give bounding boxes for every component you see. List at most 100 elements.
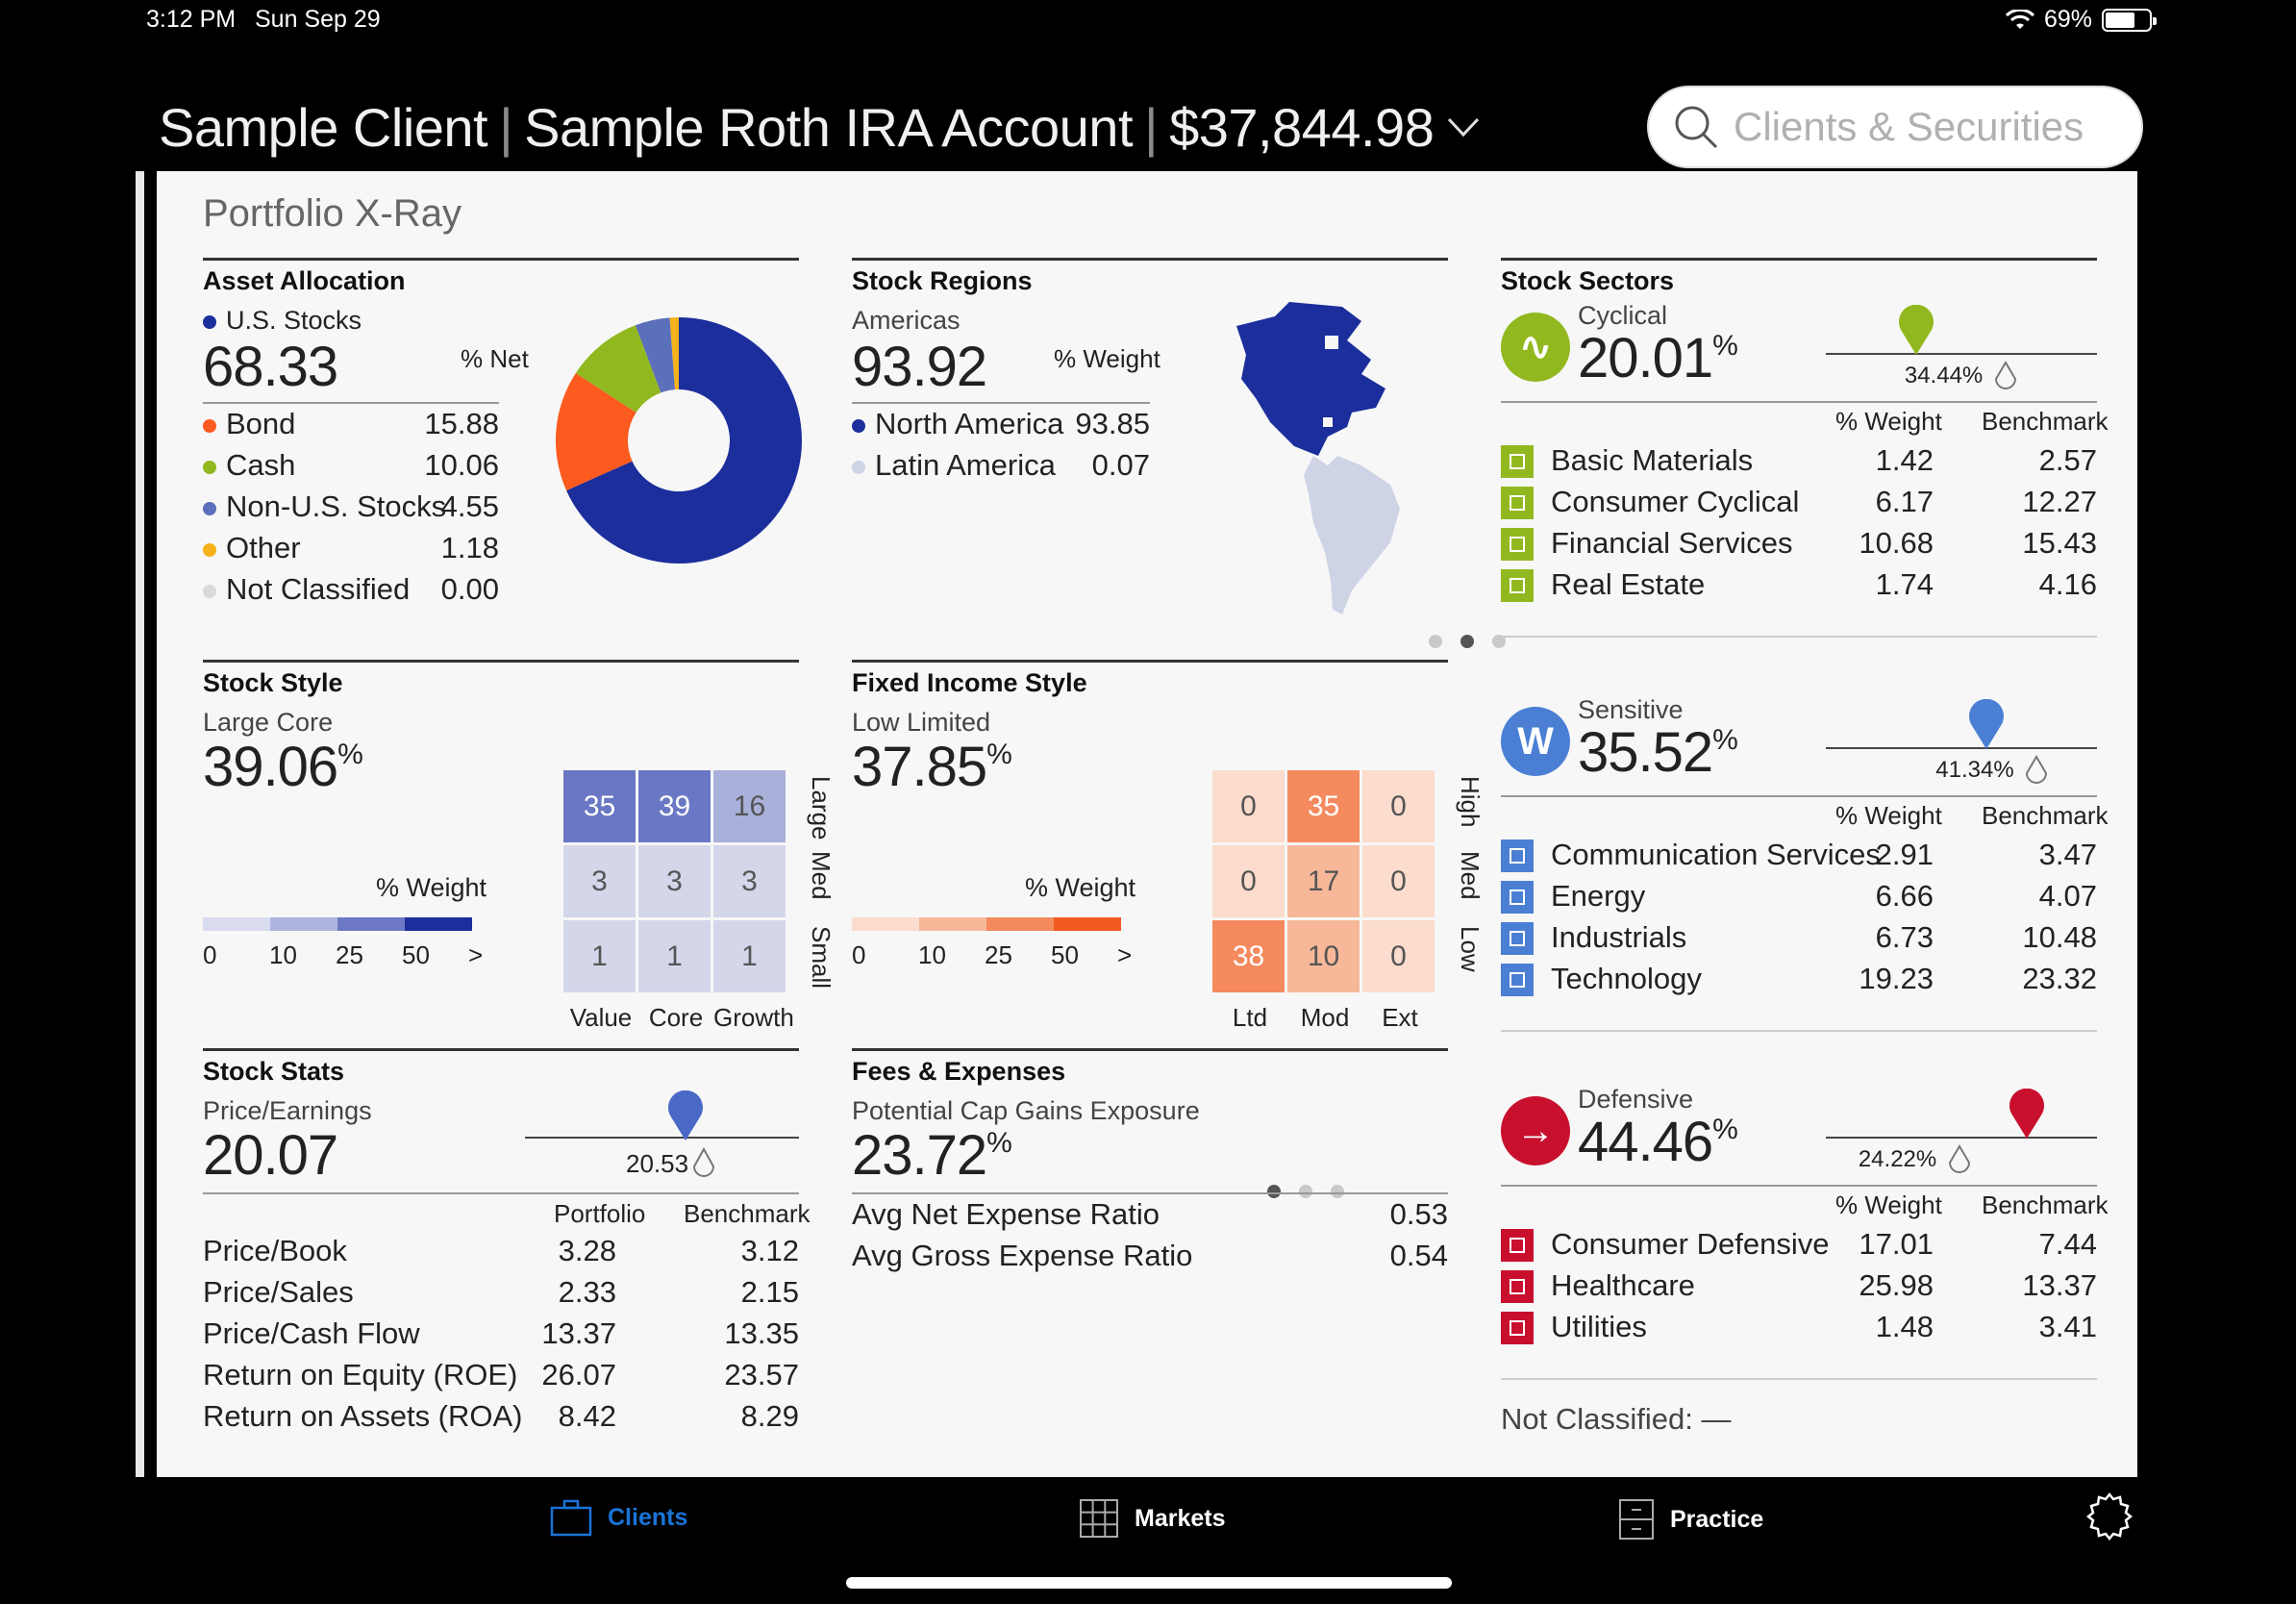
sector-weight: 10.68	[1859, 526, 1934, 560]
lead-label: Low Limited	[852, 708, 991, 737]
sector-group-value: 20.01%	[1578, 326, 1738, 390]
industrials-icon	[1501, 922, 1534, 955]
pager-dot[interactable]	[1429, 635, 1442, 648]
stat-portfolio-value: 8.42	[558, 1399, 616, 1433]
portfolio-marker-icon	[1899, 305, 1934, 355]
sector-benchmark: 3.41	[2038, 1310, 2097, 1343]
pager-dot[interactable]	[1492, 635, 1506, 648]
allocation-value: 10.06	[424, 448, 499, 482]
sector-label: Communication Services	[1551, 838, 1881, 871]
portfolio-marker-icon	[668, 1090, 703, 1140]
divider	[1501, 1030, 2097, 1032]
style-box-col-label: Ext	[1382, 1003, 1418, 1032]
account-header[interactable]: Sample Client | Sample Roth IRA Account …	[159, 88, 1480, 165]
search-input[interactable]: Clients & Securities	[1647, 86, 2143, 168]
pager-dot-active[interactable]	[1267, 1185, 1281, 1198]
panel-edge	[136, 171, 144, 1477]
benchmark-drop-icon	[1948, 1144, 1970, 1173]
style-box-cell: 3	[563, 845, 636, 917]
sector-weight: 17.01	[1859, 1227, 1934, 1261]
fixed-income-section: Fixed Income Style Low Limited 37.85% % …	[852, 660, 1485, 1198]
benchmark-drop-icon	[2026, 755, 2048, 784]
benchmark-value: 20.53	[626, 1149, 689, 1178]
allocation-value: 1.18	[440, 531, 499, 564]
allocation-row: Not Classified	[203, 572, 410, 607]
sector-group-value: 35.52%	[1578, 720, 1738, 785]
divider	[203, 1192, 799, 1194]
allocation-slice	[556, 372, 636, 491]
benchmark-drop-icon	[692, 1147, 715, 1177]
style-box-cell: 1	[638, 920, 711, 992]
stat-label: Price/Sales	[203, 1275, 354, 1309]
col-weight: % Weight	[1835, 1190, 1942, 1219]
legend-dot	[203, 584, 216, 598]
fee-label: Avg Net Expense Ratio	[852, 1197, 1160, 1231]
sector-label: Consumer Cyclical	[1551, 485, 1800, 518]
style-box-col-label: Core	[648, 1003, 704, 1032]
divider	[852, 1192, 1448, 1194]
weight-legend-bar	[203, 917, 472, 931]
energy-icon	[1501, 881, 1534, 914]
sector-group-value-text: 44.46	[1578, 1111, 1713, 1173]
allocation-label: Bond	[226, 407, 296, 440]
legend-tick: >	[1117, 940, 1133, 969]
search-icon	[1675, 106, 1718, 149]
unit-sup: %	[986, 739, 1012, 770]
sector-group-name: Cyclical	[1578, 301, 1668, 330]
sector-weight: 6.17	[1875, 485, 1934, 518]
style-box-col-label: Mod	[1300, 1003, 1350, 1032]
legend-tick: 0	[852, 940, 866, 969]
tab-practice[interactable]: Practice	[1618, 1498, 1763, 1541]
legend-tick: 25	[985, 940, 1012, 969]
tab-markets[interactable]: Markets	[1079, 1498, 1226, 1539]
allocation-value: 15.88	[424, 407, 499, 440]
sector-benchmark: 3.47	[2038, 838, 2097, 871]
search-placeholder: Clients & Securities	[1734, 104, 2084, 149]
stat-benchmark-value: 23.57	[724, 1358, 799, 1391]
style-box-cell: 0	[1212, 845, 1285, 917]
tab-label: Practice	[1670, 1505, 1764, 1533]
chevron-down-icon[interactable]	[1447, 116, 1480, 138]
sector-weight: 25.98	[1859, 1268, 1934, 1302]
lead-value: 20.07	[203, 1124, 338, 1187]
communication-services-icon	[1501, 840, 1534, 872]
sector-group-name: Sensitive	[1578, 695, 1684, 724]
sector-weight: 6.66	[1875, 879, 1934, 913]
pager-dot[interactable]	[1331, 1185, 1344, 1198]
wifi-icon	[2005, 9, 2034, 29]
legend-dot	[203, 314, 216, 329]
portfolio-marker-icon	[2009, 1089, 2044, 1139]
style-box-row-label: High	[1456, 776, 1485, 828]
allocation-slice	[669, 317, 679, 390]
divider	[1501, 636, 2097, 638]
pager-dot[interactable]	[1299, 1185, 1312, 1198]
allocation-label: Not Classified	[226, 572, 411, 606]
legend-dot	[852, 418, 865, 433]
stat-label: Price/Book	[203, 1234, 347, 1267]
gear-icon[interactable]	[2084, 1491, 2134, 1541]
pager-dot-active[interactable]	[1460, 635, 1474, 648]
lead-value: 93.92	[852, 336, 987, 398]
tab-clients[interactable]: Clients	[550, 1498, 687, 1537]
sector-label: Basic Materials	[1551, 443, 1754, 477]
sector-label: Healthcare	[1551, 1268, 1695, 1302]
style-box-cell: 35	[563, 770, 636, 842]
lead-value: 23.72%	[852, 1123, 1012, 1188]
stat-portfolio-value: 3.28	[558, 1234, 616, 1267]
sector-label: Financial Services	[1551, 526, 1793, 560]
sector-group-name: Defensive	[1578, 1085, 1694, 1114]
americas-map	[1236, 302, 1400, 614]
region-value: 93.85	[1075, 407, 1150, 440]
sector-label: Utilities	[1551, 1310, 1647, 1343]
allocation-value: 4.55	[440, 489, 499, 523]
style-box-col-label: Ltd	[1232, 1003, 1268, 1032]
allocation-row: Other	[203, 531, 301, 565]
region-label: North America	[875, 407, 1064, 440]
asset-allocation-section: Asset Allocation U.S. Stocks 68.33 % Net…	[203, 258, 802, 606]
allocation-label: Cash	[226, 448, 296, 482]
allocation-row: Cash	[203, 448, 295, 483]
sector-weight: 19.23	[1859, 962, 1934, 995]
lead-label: Americas	[852, 306, 961, 335]
allocation-label: Non-U.S. Stocks	[226, 489, 447, 523]
sector-weight: 1.74	[1875, 567, 1934, 601]
